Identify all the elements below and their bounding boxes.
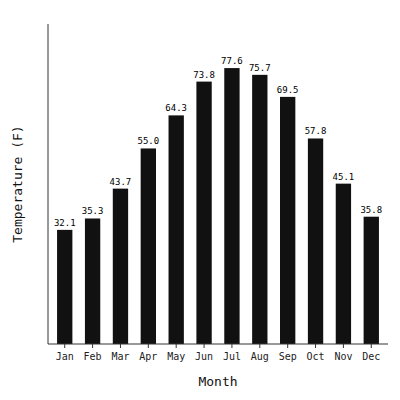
bars	[57, 68, 379, 344]
bar	[252, 75, 267, 344]
x-tick-label: Jan	[56, 351, 74, 362]
x-tick	[92, 344, 93, 348]
x-tick	[287, 344, 288, 348]
data-label: 43.7	[110, 177, 132, 187]
x-tick	[315, 344, 316, 348]
data-label: 69.5	[277, 85, 299, 95]
x-tick-label: Jun	[195, 351, 213, 362]
x-tick	[64, 344, 65, 348]
bar	[169, 115, 184, 344]
y-axis-label: Temperature (F)	[10, 125, 25, 242]
x-axis-line	[48, 344, 388, 345]
data-label: 75.7	[249, 63, 271, 73]
bar	[280, 97, 295, 344]
x-tick	[343, 344, 344, 348]
x-tick-label: Feb	[84, 351, 102, 362]
x-tick	[204, 344, 205, 348]
x-tick-label: Mar	[111, 351, 129, 362]
chart-container: 32.1 35.3 43.7 55.0 64.3 73.8 77.6 75.7 69.5 57.8…	[0, 0, 400, 400]
bar	[196, 82, 211, 344]
bar	[336, 184, 351, 344]
x-tick-label: Nov	[334, 351, 352, 362]
x-tick-label: Sep	[279, 351, 297, 362]
data-label: 77.6	[221, 56, 243, 66]
data-label: 32.1	[54, 218, 76, 228]
bar	[141, 148, 156, 344]
x-tick-label: Jul	[223, 351, 241, 362]
x-tick	[371, 344, 372, 348]
x-tick-label: May	[167, 351, 185, 362]
x-tick	[148, 344, 149, 348]
data-label: 45.1	[333, 172, 355, 182]
bar	[113, 189, 128, 344]
bar	[57, 230, 72, 344]
bar	[85, 218, 100, 344]
data-label: 57.8	[305, 126, 327, 136]
x-tick	[120, 344, 121, 348]
bar	[224, 68, 239, 344]
x-tick-label: Aug	[251, 351, 269, 362]
x-axis-label: Month	[198, 374, 237, 389]
x-tick-label: Apr	[139, 351, 157, 362]
x-tick	[259, 344, 260, 348]
y-axis-line	[48, 24, 49, 344]
data-label: 55.0	[137, 136, 159, 146]
x-tick	[231, 344, 232, 348]
x-tick	[176, 344, 177, 348]
bar	[308, 138, 323, 344]
data-label: 35.3	[82, 206, 104, 216]
x-tick-label: Oct	[307, 351, 325, 362]
data-label: 64.3	[165, 103, 187, 113]
chart-svg: 32.1 35.3 43.7 55.0 64.3 73.8 77.6 75.7 69.5 57.8…	[0, 0, 400, 400]
data-label: 73.8	[193, 70, 215, 80]
bar	[364, 217, 379, 344]
data-label: 35.8	[360, 205, 382, 215]
x-tick-label: Dec	[362, 351, 380, 362]
